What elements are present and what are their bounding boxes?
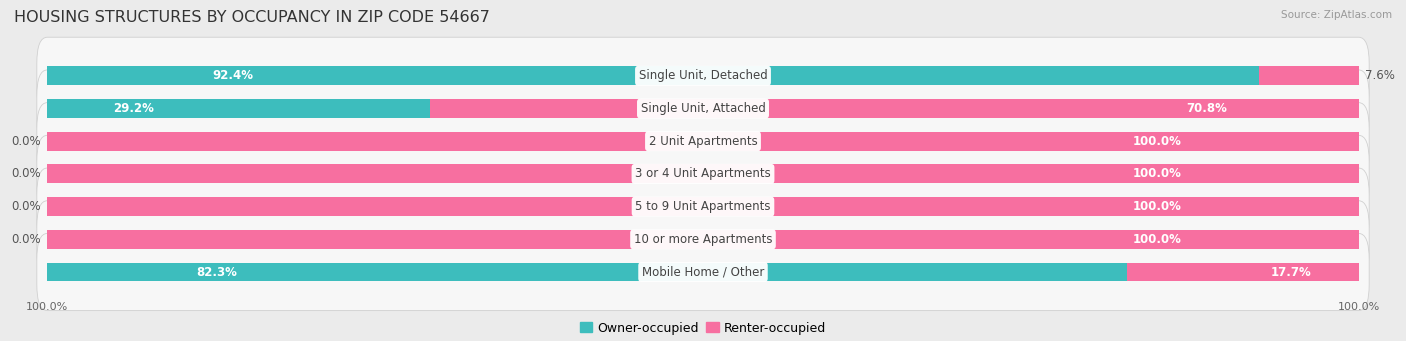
Text: Mobile Home / Other: Mobile Home / Other xyxy=(641,266,765,279)
Bar xyxy=(48,230,1358,249)
Bar xyxy=(1258,66,1358,85)
Bar xyxy=(48,66,1258,85)
Text: 3 or 4 Unit Apartments: 3 or 4 Unit Apartments xyxy=(636,167,770,180)
FancyBboxPatch shape xyxy=(37,103,1369,180)
FancyBboxPatch shape xyxy=(37,37,1369,114)
FancyBboxPatch shape xyxy=(37,135,1369,212)
Text: Single Unit, Attached: Single Unit, Attached xyxy=(641,102,765,115)
Text: 100.0%: 100.0% xyxy=(1133,200,1181,213)
Text: 82.3%: 82.3% xyxy=(197,266,238,279)
Bar xyxy=(48,164,1358,183)
Text: 2 Unit Apartments: 2 Unit Apartments xyxy=(648,135,758,148)
Text: 70.8%: 70.8% xyxy=(1187,102,1227,115)
Bar xyxy=(48,164,100,183)
Text: Source: ZipAtlas.com: Source: ZipAtlas.com xyxy=(1281,10,1392,20)
Text: 100.0%: 100.0% xyxy=(1133,167,1181,180)
Bar xyxy=(430,99,1358,118)
Bar xyxy=(48,197,100,216)
Bar xyxy=(48,99,430,118)
Bar xyxy=(48,197,1358,216)
Text: 7.6%: 7.6% xyxy=(1365,69,1395,82)
Text: 100.0%: 100.0% xyxy=(1133,233,1181,246)
Text: 0.0%: 0.0% xyxy=(11,200,41,213)
Bar xyxy=(48,263,1126,281)
Text: 0.0%: 0.0% xyxy=(11,167,41,180)
Text: HOUSING STRUCTURES BY OCCUPANCY IN ZIP CODE 54667: HOUSING STRUCTURES BY OCCUPANCY IN ZIP C… xyxy=(14,10,489,25)
FancyBboxPatch shape xyxy=(37,70,1369,147)
Text: 17.7%: 17.7% xyxy=(1271,266,1312,279)
Text: 100.0%: 100.0% xyxy=(1133,135,1181,148)
Bar xyxy=(48,132,1358,151)
Text: 29.2%: 29.2% xyxy=(112,102,153,115)
FancyBboxPatch shape xyxy=(37,168,1369,245)
Bar xyxy=(1126,263,1358,281)
Text: 0.0%: 0.0% xyxy=(11,135,41,148)
Text: 10 or more Apartments: 10 or more Apartments xyxy=(634,233,772,246)
Text: 0.0%: 0.0% xyxy=(11,233,41,246)
Bar xyxy=(48,132,100,151)
FancyBboxPatch shape xyxy=(37,201,1369,278)
Bar xyxy=(48,230,100,249)
Legend: Owner-occupied, Renter-occupied: Owner-occupied, Renter-occupied xyxy=(575,316,831,340)
Text: 92.4%: 92.4% xyxy=(212,69,253,82)
FancyBboxPatch shape xyxy=(37,234,1369,311)
Text: Single Unit, Detached: Single Unit, Detached xyxy=(638,69,768,82)
Text: 5 to 9 Unit Apartments: 5 to 9 Unit Apartments xyxy=(636,200,770,213)
